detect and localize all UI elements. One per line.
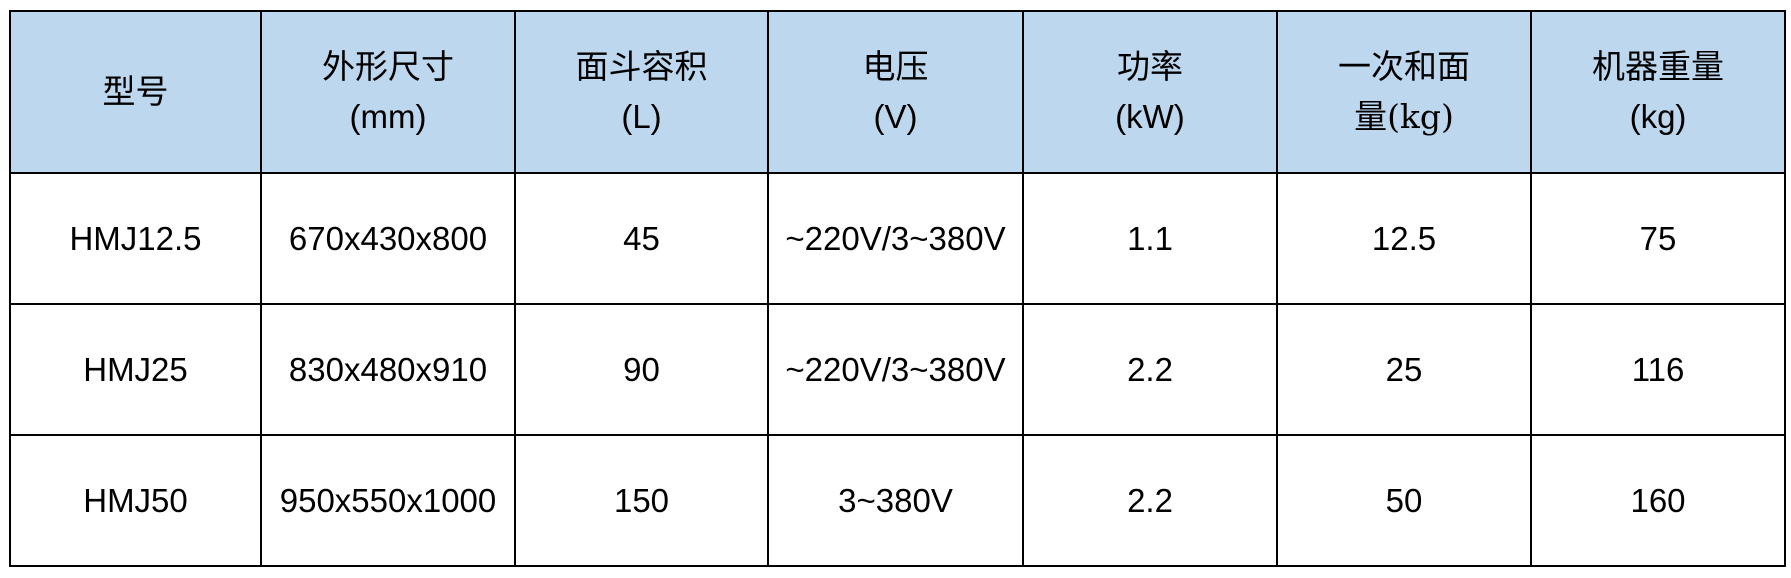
column-header: 面斗容积 (L)	[514, 10, 769, 174]
header-title: 型号	[102, 72, 169, 111]
table-cell: 150	[514, 434, 769, 567]
header-title: 电压	[862, 47, 929, 86]
table-cell: 830x480x910	[260, 303, 516, 436]
table-cell: 950x550x1000	[260, 434, 516, 567]
table-cell: ~220V/3~380V	[767, 303, 1024, 436]
column-header: 电压 (V)	[767, 10, 1024, 174]
header-unit: (kg)	[1629, 98, 1687, 135]
header-title: 面斗容积	[575, 47, 708, 86]
table-cell: 50	[1276, 434, 1532, 567]
table-cell: 116	[1530, 303, 1786, 436]
column-header: 功率 (kW)	[1022, 10, 1278, 174]
header-unit: (kW)	[1115, 98, 1185, 135]
table-cell: 1.1	[1022, 172, 1278, 305]
column-header: 型号	[9, 10, 262, 174]
table-cell: 75	[1530, 172, 1786, 305]
header-title: 一次和面	[1338, 47, 1470, 86]
table-cell: 90	[514, 303, 769, 436]
table-cell: 3~380V	[767, 434, 1024, 567]
header-title: 外形尺寸	[322, 47, 454, 86]
header-unit: 量(kg)	[1354, 97, 1454, 136]
column-header: 外形尺寸 (mm)	[260, 10, 516, 174]
table-cell: HMJ50	[9, 434, 262, 567]
table-cell: 2.2	[1022, 303, 1278, 436]
table-row: HMJ25 830x480x910 90 ~220V/3~380V 2.2 25 116	[9, 303, 1786, 436]
table-row: HMJ50 950x550x1000 150 3~380V 2.2 50 160	[9, 434, 1786, 567]
column-header: 一次和面量(kg)	[1276, 10, 1532, 174]
table-cell: 670x430x800	[260, 172, 516, 305]
table-row: HMJ12.5 670x430x800 45 ~220V/3~380V 1.1 12.5 7…	[9, 172, 1786, 305]
header-unit: (V)	[873, 98, 918, 135]
header-unit: (mm)	[349, 98, 427, 135]
table-cell: 12.5	[1276, 172, 1532, 305]
spec-table: 型号 外形尺寸 (mm) 面斗容积 (L) 电压 (V) 功率 (kW) 一次和面 量(kg) 机器重…	[9, 10, 1786, 567]
header-title: 机器重量	[1592, 47, 1724, 86]
column-header: 机器重量 (kg)	[1530, 10, 1786, 174]
header-row: 型号 外形尺寸 (mm) 面斗容积 (L) 电压 (V) 功率 (kW) 一次和面 量(kg) 机器重…	[9, 10, 1786, 174]
table-cell: 25	[1276, 303, 1532, 436]
table-cell: 160	[1530, 434, 1786, 567]
table-cell: HMJ12.5	[9, 172, 262, 305]
table-cell: ~220V/3~380V	[767, 172, 1024, 305]
table-cell: HMJ25	[9, 303, 262, 436]
table-cell: 2.2	[1022, 434, 1278, 567]
header-unit: (L)	[621, 98, 662, 135]
table-cell: 45	[514, 172, 769, 305]
header-title: 功率	[1117, 47, 1183, 86]
